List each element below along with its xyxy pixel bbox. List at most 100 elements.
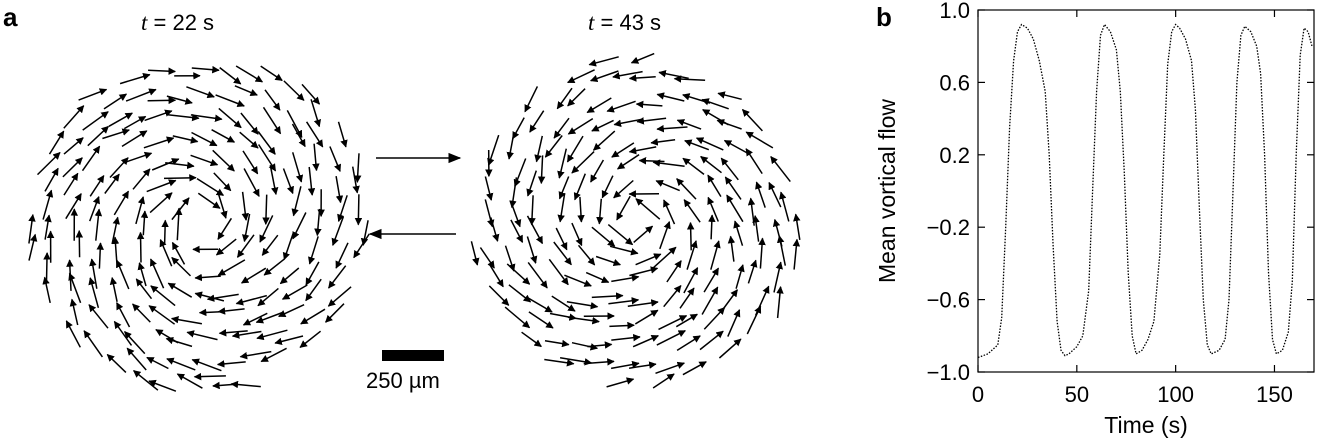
velocity-arrow-icon [610,360,640,370]
velocity-arrow-icon [548,258,569,286]
velocity-arrow-icon [89,258,98,289]
velocity-arrow-icon [741,108,763,132]
velocity-arrow-icon [735,264,745,289]
velocity-arrow-icon [148,67,176,75]
velocity-arrow-icon [263,258,285,276]
velocity-arrow-icon [571,341,599,351]
velocity-arrow-icon [353,153,362,183]
velocity-arrow-icon [283,80,305,101]
velocity-arrow-icon [758,237,766,269]
velocity-arrow-icon [567,69,595,84]
velocity-arrow-icon [65,193,82,220]
x-tick-label: 150 [1256,382,1293,407]
velocity-arrow-icon [305,121,324,148]
velocity-arrow-icon [109,276,118,302]
velocity-arrow-icon [703,267,720,293]
velocity-arrow-icon [146,179,177,193]
velocity-arrow-icon [571,222,583,247]
velocity-arrow-icon [589,70,619,83]
velocity-arrow-icon [567,88,586,107]
velocity-arrow-icon [165,336,193,348]
velocity-arrow-icon [504,306,531,329]
velocity-arrow-icon [150,258,165,289]
velocity-arrow-icon [793,213,801,241]
velocity-arrow-icon [556,87,573,110]
velocity-arrow-icon [42,189,54,220]
velocity-arrow-icon [716,119,742,130]
velocity-arrow-icon [587,341,613,349]
velocity-arrow-icon [628,361,657,369]
velocity-arrow-icon [78,88,108,101]
velocity-arrow-icon [745,131,774,149]
velocity-arrow-icon [633,225,654,243]
velocity-arrow-icon [773,261,783,293]
velocity-arrow-icon [699,330,724,351]
velocity-arrow-icon [68,272,82,304]
velocity-arrow-icon [331,216,345,247]
velocity-arrow-icon [88,195,100,222]
velocity-arrow-icon [655,361,686,375]
velocity-arrow-icon [62,157,83,178]
velocity-arrow-icon [308,236,319,265]
velocity-arrow-icon [172,135,199,144]
velocity-arrow-icon [591,226,616,247]
velocity-arrow-icon [652,246,677,269]
velocity-arrow-icon [191,358,222,372]
velocity-arrow-icon [544,135,563,158]
velocity-arrow-icon [591,292,624,300]
velocity-arrow-icon [235,294,267,306]
velocity-arrow-icon [135,278,153,300]
velocity-arrow-icon [655,179,680,192]
velocity-arrow-icon [190,114,223,122]
velocity-arrow-icon [126,347,147,371]
velocity-arrow-icon [231,330,262,339]
velocity-arrow-icon [792,238,801,270]
velocity-arrow-icon [686,240,698,270]
velocity-arrow-icon [745,148,763,175]
velocity-arrow-icon [116,302,131,328]
velocity-arrow-icon [630,52,655,64]
velocity-arrow-icon [257,144,277,172]
velocity-arrow-icon [611,333,641,342]
velocity-arrow-icon [113,320,133,346]
velocity-arrow-icon [282,168,294,195]
velocity-arrow-icon [215,94,245,108]
velocity-arrow-icon [242,150,259,175]
velocity-arrow-icon [585,271,610,284]
velocity-arrow-icon [161,219,169,245]
velocity-arrow-icon [510,202,522,228]
velocity-arrow-icon [124,331,146,355]
velocity-arrow-icon [261,234,279,256]
velocity-arrow-icon [470,241,480,266]
scale-bar-label: 250 µm [366,368,440,393]
velocity-arrow-icon [612,70,643,80]
velocity-arrow-icon [710,240,721,270]
velocity-arrow-icon [166,95,193,105]
velocity-arrow-icon [335,242,349,269]
velocity-arrow-icon [88,304,109,329]
velocity-arrow-icon [354,194,363,226]
velocity-arrow-icon [746,305,762,335]
y-tick-label: −1.0 [927,360,970,385]
velocity-arrow-icon [140,210,149,236]
y-tick-label: −0.2 [927,215,970,240]
velocity-arrow-icon [291,152,304,183]
velocity-arrow-icon [591,119,614,132]
velocity-arrow-icon [167,282,193,298]
velocity-arrow-icon [137,262,147,287]
velocity-arrow-icon [656,124,688,133]
velocity-arrow-icon [703,306,726,330]
velocity-arrow-icon [616,153,640,170]
velocity-arrow-icon [144,109,173,122]
velocity-arrow-icon [132,168,151,190]
velocity-arrow-icon [291,186,302,217]
velocity-arrow-icon [212,149,235,172]
velocity-arrow-icon [236,234,255,258]
velocity-arrow-icon [281,284,308,300]
velocity-arrow-icon [752,215,760,242]
velocity-arrow-icon [260,347,287,363]
velocity-arrow-icon [609,245,639,256]
velocity-arrow-icon [102,128,130,140]
velocity-arrow-icon [190,154,219,167]
axis-ticks: 0 50 100 150 1.0 0.6 0.2 −0.2 −0.6 −1.0 [927,0,1314,407]
